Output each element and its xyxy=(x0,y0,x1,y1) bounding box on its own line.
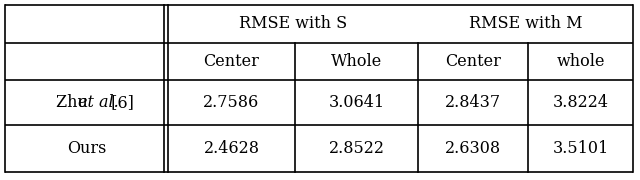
Text: [6]: [6] xyxy=(106,94,134,111)
Text: 2.4628: 2.4628 xyxy=(204,140,259,157)
Text: RMSE with S: RMSE with S xyxy=(239,15,347,33)
Text: 2.8437: 2.8437 xyxy=(445,94,501,111)
Text: RMSE with M: RMSE with M xyxy=(468,15,582,33)
Text: 3.5101: 3.5101 xyxy=(552,140,609,157)
Text: Zhu              [6]: Zhu [6] xyxy=(23,94,150,111)
Text: Center: Center xyxy=(204,53,259,70)
Text: Ours: Ours xyxy=(67,140,106,157)
Text: 2.8522: 2.8522 xyxy=(328,140,385,157)
Text: whole: whole xyxy=(556,53,605,70)
Text: Whole: Whole xyxy=(331,53,382,70)
Text: 3.8224: 3.8224 xyxy=(552,94,609,111)
Text: 3.0641: 3.0641 xyxy=(328,94,385,111)
Text: et al.: et al. xyxy=(79,94,119,111)
Text: Center: Center xyxy=(445,53,501,70)
Text: 2.7586: 2.7586 xyxy=(204,94,260,111)
Text: Zhu: Zhu xyxy=(56,94,93,111)
Text: 2.6308: 2.6308 xyxy=(445,140,501,157)
